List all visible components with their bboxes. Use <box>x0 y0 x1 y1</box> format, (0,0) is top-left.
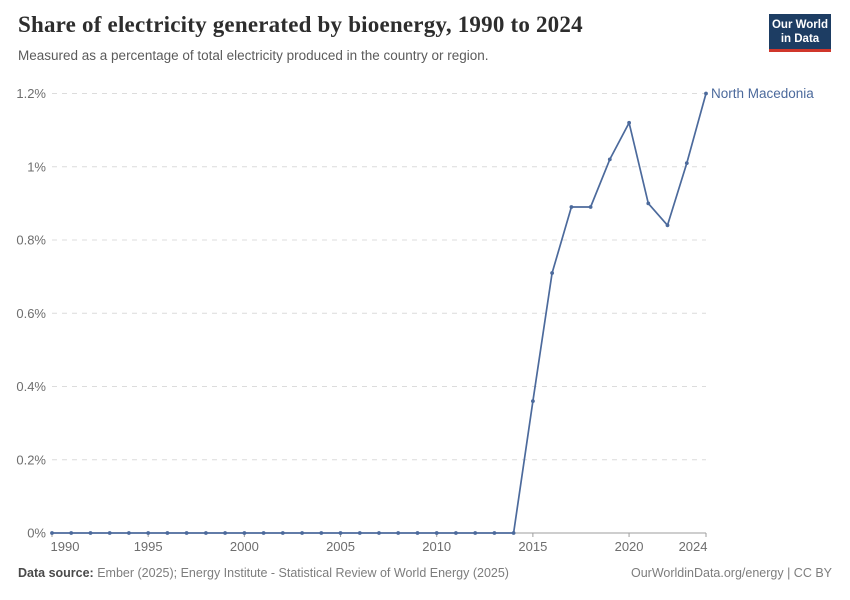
data-source-line: Data source: Ember (2025); Energy Instit… <box>18 566 509 580</box>
x-tick-label: 1990 <box>51 539 80 554</box>
data-point[interactable] <box>627 120 631 125</box>
data-point[interactable] <box>50 531 54 535</box>
data-point[interactable] <box>300 531 304 535</box>
data-point[interactable] <box>280 531 285 535</box>
chart-title[interactable]: Share of electricity generated by bioene… <box>18 12 583 37</box>
x-tick-label: 2005 <box>326 539 355 554</box>
data-point[interactable] <box>531 399 535 403</box>
data-point[interactable] <box>377 531 381 535</box>
data-point[interactable] <box>223 531 228 535</box>
owid-logo-red-bar <box>769 49 831 52</box>
data-point[interactable] <box>319 531 324 535</box>
data-point[interactable] <box>261 531 266 535</box>
y-tick-label: 0.8% <box>16 233 46 248</box>
data-point[interactable] <box>588 205 593 209</box>
data-point[interactable] <box>415 531 420 535</box>
data-point[interactable] <box>88 531 93 535</box>
owid-logo-line1: Our World <box>771 19 828 31</box>
y-tick-label: 0.6% <box>16 306 46 321</box>
data-point[interactable] <box>473 531 478 535</box>
x-tick-label: 2010 <box>422 539 451 554</box>
data-point[interactable] <box>396 531 401 535</box>
y-tick-label: 0% <box>27 526 46 541</box>
data-point[interactable] <box>357 531 362 535</box>
x-tick-label: 1995 <box>134 539 163 554</box>
y-tick-label: 1% <box>27 159 46 174</box>
data-point[interactable] <box>165 531 170 535</box>
owid-logo-text: Our World in Data <box>769 14 831 49</box>
data-point[interactable] <box>704 91 708 96</box>
data-line[interactable] <box>52 93 707 534</box>
owid-logo-line2: in Data <box>780 33 820 45</box>
data-point[interactable] <box>126 531 131 535</box>
data-point[interactable] <box>684 161 689 166</box>
data-point[interactable] <box>607 157 612 162</box>
y-tick-label: 0.4% <box>16 379 46 394</box>
data-source-label: Data source: <box>18 566 94 580</box>
data-point[interactable] <box>338 531 343 535</box>
owid-logo[interactable]: Our World in Data <box>769 14 831 52</box>
data-point[interactable] <box>492 531 497 535</box>
y-tick-label: 1.2% <box>16 86 46 101</box>
data-point[interactable] <box>511 531 516 535</box>
data-point[interactable] <box>69 531 74 535</box>
data-point[interactable] <box>242 531 247 535</box>
data-point[interactable] <box>665 223 670 228</box>
data-point[interactable] <box>434 531 439 535</box>
data-point[interactable] <box>646 201 651 206</box>
data-source-text: Ember (2025); Energy Institute - Statist… <box>97 566 509 580</box>
x-tick-label: 2024 <box>679 539 708 554</box>
data-point[interactable] <box>146 531 151 535</box>
data-point[interactable] <box>569 205 574 209</box>
series-label[interactable]: North Macedonia <box>711 86 814 101</box>
data-point[interactable] <box>184 531 189 535</box>
chart-subtitle: Measured as a percentage of total electr… <box>18 48 489 63</box>
chart-footer: Data source: Ember (2025); Energy Instit… <box>18 566 832 580</box>
x-tick-label: 2015 <box>518 539 547 554</box>
y-tick-label: 0.2% <box>16 452 46 467</box>
data-point[interactable] <box>550 271 554 275</box>
data-point[interactable] <box>454 531 458 535</box>
x-tick-label: 2020 <box>615 539 644 554</box>
data-point[interactable] <box>107 531 112 535</box>
credit-link[interactable]: OurWorldinData.org/energy | CC BY <box>630 566 832 580</box>
data-point[interactable] <box>204 531 208 535</box>
x-tick-label: 2000 <box>230 539 259 554</box>
